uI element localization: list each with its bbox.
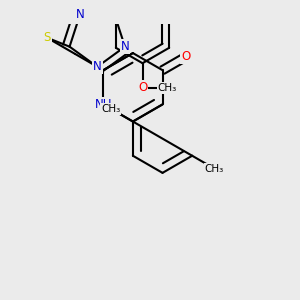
- Text: N: N: [121, 40, 129, 53]
- Text: O: O: [181, 50, 190, 63]
- Text: O: O: [138, 81, 147, 94]
- Text: CH₃: CH₃: [101, 104, 120, 114]
- Text: CH₃: CH₃: [158, 83, 177, 93]
- Text: N: N: [93, 60, 102, 73]
- Text: N: N: [76, 8, 85, 21]
- Text: S: S: [43, 31, 51, 44]
- Text: CH₃: CH₃: [205, 164, 224, 174]
- Text: NH: NH: [94, 98, 112, 111]
